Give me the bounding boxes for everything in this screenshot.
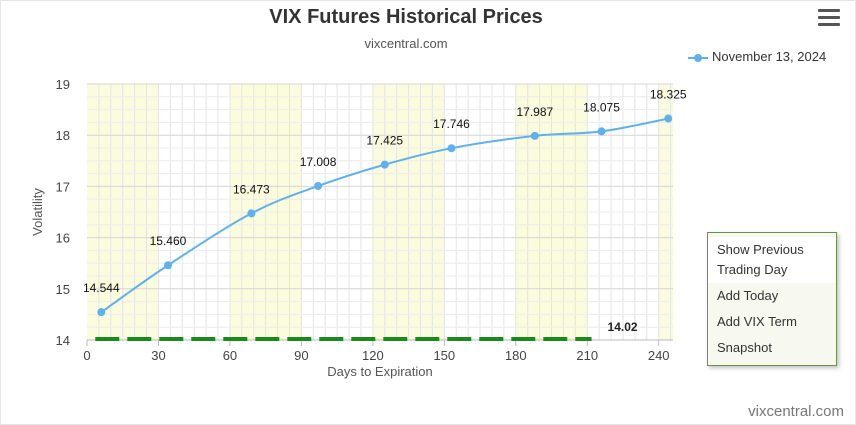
data-points xyxy=(97,114,673,317)
x-axis-label: Days to Expiration xyxy=(327,364,433,379)
y-tick-label: 15 xyxy=(56,282,70,297)
data-point xyxy=(247,209,256,218)
reference-line: 14.02 xyxy=(95,320,638,341)
credits-link[interactable]: vixcentral.com xyxy=(748,403,844,420)
data-point xyxy=(380,160,389,169)
hamburger-menu-icon[interactable] xyxy=(818,9,840,27)
menu-bar xyxy=(818,16,840,19)
y-axis-label: Volatility xyxy=(30,188,45,236)
y-tick-label: 18 xyxy=(56,128,70,143)
data-point xyxy=(447,144,456,153)
data-label: 14.544 xyxy=(83,281,120,295)
context-menu: Show Previous Trading Day Add Today Add … xyxy=(707,232,837,366)
y-tick-label: 17 xyxy=(56,179,70,194)
data-label: 18.075 xyxy=(583,100,620,114)
data-label: 17.746 xyxy=(433,117,470,131)
data-point xyxy=(163,261,172,270)
add-today-button[interactable]: Add Today xyxy=(717,288,779,303)
x-tick-label: 30 xyxy=(151,348,165,363)
x-tick-label: 60 xyxy=(223,348,237,363)
chart-title: VIX Futures Historical Prices xyxy=(269,6,543,28)
snapshot-button[interactable]: Snapshot xyxy=(717,340,772,355)
legend-series-icon xyxy=(688,52,708,64)
data-label: 17.008 xyxy=(300,155,337,169)
add-vix-term-button[interactable]: Add VIX Term xyxy=(717,314,797,329)
x-tick-label: 90 xyxy=(294,348,308,363)
menu-bar xyxy=(818,9,840,12)
data-label: 17.987 xyxy=(516,105,553,119)
data-point xyxy=(314,181,323,190)
x-tick-label: 120 xyxy=(362,348,384,363)
x-tick-label: 180 xyxy=(505,348,527,363)
data-label: 16.473 xyxy=(233,182,270,196)
data-label: 18.325 xyxy=(650,88,687,102)
y-tick-label: 14 xyxy=(56,333,70,348)
y-tick-labels: 14 15 16 17 18 19 xyxy=(56,77,70,348)
data-point xyxy=(597,127,606,136)
x-tick-labels: 0 30 60 90 120 150 180 210 240 xyxy=(83,340,670,363)
x-tick-label: 0 xyxy=(83,348,90,363)
data-label: 17.425 xyxy=(366,134,403,148)
x-tick-label: 240 xyxy=(648,348,670,363)
data-point xyxy=(664,114,673,123)
data-label: 15.460 xyxy=(150,234,187,248)
y-tick-label: 16 xyxy=(56,231,70,246)
x-tick-label: 210 xyxy=(576,348,598,363)
data-labels: 14.544 15.460 16.473 17.008 17.425 17.746 17.9… xyxy=(83,88,687,296)
show-previous-trading-day-button[interactable]: Show Previous Trading Day xyxy=(708,237,836,283)
x-tick-label: 150 xyxy=(433,348,455,363)
grid-lines xyxy=(87,83,673,341)
menu-bar xyxy=(818,23,840,26)
chart-subtitle: vixcentral.com xyxy=(364,36,448,51)
data-point xyxy=(530,131,539,140)
reference-line-label: 14.02 xyxy=(608,320,638,334)
y-tick-label: 19 xyxy=(56,77,70,92)
data-point xyxy=(97,308,106,317)
legend-item[interactable]: November 13, 2024 xyxy=(688,49,826,64)
legend-label: November 13, 2024 xyxy=(712,49,827,64)
